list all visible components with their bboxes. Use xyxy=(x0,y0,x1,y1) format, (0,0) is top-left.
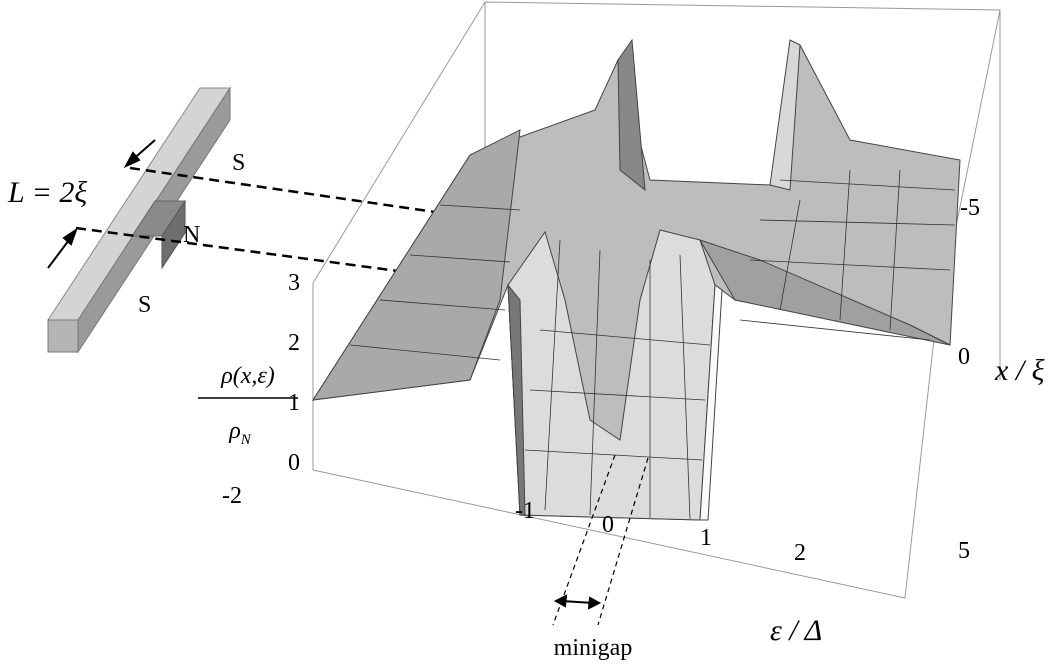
energy-axis-label: ε / Δ xyxy=(770,614,822,647)
annotation: minigap xyxy=(554,635,633,661)
surface xyxy=(312,38,961,521)
z-axis-label-numerator: ρ(x,ε) xyxy=(220,363,275,389)
wire-middle-label: N xyxy=(183,222,200,248)
position-tick-label: 0 xyxy=(958,344,970,370)
energy-tick-label: -1 xyxy=(515,498,535,524)
position-tick-label: -5 xyxy=(960,195,980,221)
z-tick-label: 2 xyxy=(288,330,300,356)
z-tick-label: 0 xyxy=(288,450,300,476)
position-tick-label: 5 xyxy=(958,538,970,564)
minigap-guides xyxy=(552,454,649,626)
z-axis-label-denominator: ρN xyxy=(228,418,252,448)
z-axis-label-denominator-sub: N xyxy=(240,432,252,448)
wire xyxy=(47,86,231,354)
energy-tick-label: 0 xyxy=(602,512,614,538)
z-axis-label-denominator-base: ρ xyxy=(228,418,241,444)
wire-bottom-label: S xyxy=(138,292,151,318)
energy-tick-label: 2 xyxy=(794,540,806,566)
z-tick-label: 3 xyxy=(288,270,300,296)
wire-top-label: S xyxy=(232,150,245,176)
position-axis-label: x / ξ xyxy=(994,354,1045,387)
minigap-arrow xyxy=(553,594,602,610)
dashed-guides xyxy=(75,166,436,274)
energy-tick-label: 1 xyxy=(700,525,712,551)
energy-tick-label: -2 xyxy=(222,483,242,509)
z-tick-label: 1 xyxy=(288,390,300,416)
length-label: L = 2ξ xyxy=(7,176,87,209)
length-arrows xyxy=(47,139,156,269)
